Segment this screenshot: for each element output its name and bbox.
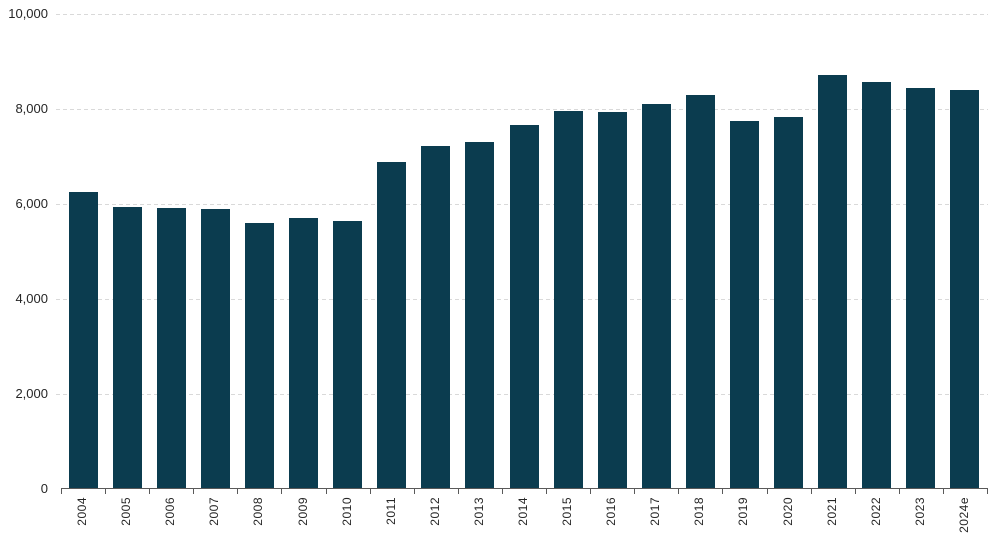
x-axis-tick-label: 2023 [912, 497, 927, 526]
bar-2017 [641, 104, 671, 489]
bar-2015 [553, 111, 583, 489]
gridline-10000 [56, 14, 988, 15]
x-axis-tick-mark [281, 489, 283, 494]
bar-2010 [333, 220, 363, 489]
x-axis-tick-mark [369, 489, 371, 494]
x-axis-tick-label: 2009 [295, 497, 310, 526]
y-axis-tick-label: 10,000 [8, 6, 48, 21]
y-axis-tick-label: 2,000 [15, 386, 48, 401]
x-axis-tick-label: 2024e [956, 497, 971, 533]
bar-2016 [597, 111, 627, 489]
bar-2011 [377, 162, 407, 489]
x-axis-tick-label: 2015 [560, 497, 575, 526]
x-axis-tick-mark [898, 489, 900, 494]
x-axis-tick-label: 2018 [692, 497, 707, 526]
x-axis-tick-label: 2021 [824, 497, 839, 526]
x-axis-tick-mark [987, 489, 988, 494]
x-axis-tick-mark [237, 489, 239, 494]
bar-2014 [509, 124, 539, 489]
x-axis-tick-label: 2016 [604, 497, 619, 526]
x-axis-tick-label: 2005 [119, 497, 134, 526]
x-axis-tick-mark [546, 489, 548, 494]
bar-2004 [68, 191, 98, 489]
x-axis-tick-mark [457, 489, 459, 494]
x-axis-tick-label: 2020 [780, 497, 795, 526]
bar-2020 [774, 117, 804, 489]
x-axis-tick-mark [590, 489, 592, 494]
x-axis-tick-label: 2014 [516, 497, 530, 526]
bar-2018 [685, 95, 715, 489]
x-axis-tick-mark [325, 489, 327, 494]
x-axis-tick-label: 2010 [339, 497, 354, 526]
x-axis-tick-mark [634, 489, 636, 494]
bar-2023 [906, 88, 936, 489]
bar-2021 [818, 75, 848, 489]
bar-2024e [950, 89, 980, 489]
x-axis-tick-label: 2006 [163, 497, 178, 526]
bar-2008 [244, 222, 274, 489]
bar-2009 [289, 218, 319, 489]
y-axis-tick-label: 4,000 [15, 291, 48, 306]
bar-2006 [156, 207, 186, 489]
plot-area [61, 14, 987, 489]
y-axis-tick-label: 8,000 [15, 101, 48, 116]
bar-2022 [862, 81, 892, 489]
x-axis-tick-mark [61, 489, 62, 494]
x-axis-tick-mark [193, 489, 195, 494]
x-axis-tick-label: 2007 [207, 497, 222, 526]
bar-2013 [465, 141, 495, 489]
x-axis-tick-mark [854, 489, 856, 494]
x-axis-tick-mark [766, 489, 768, 494]
y-axis-tick-label: 6,000 [15, 196, 48, 211]
x-axis-tick-label: 2017 [648, 497, 663, 526]
gridline-8000 [56, 109, 988, 110]
y-axis-tick-label: 0 [40, 481, 48, 496]
x-axis-line [61, 488, 988, 489]
bar-2005 [112, 206, 142, 489]
x-axis-tick-mark [501, 489, 503, 494]
x-axis-tick-mark [678, 489, 680, 494]
bar-2012 [421, 146, 451, 489]
x-axis-tick-label: 2008 [251, 497, 266, 526]
x-axis-tick-label: 2012 [427, 497, 442, 526]
x-axis-tick-label: 2004 [75, 497, 90, 526]
x-axis-tick-label: 2013 [471, 497, 486, 526]
x-axis-tick-mark [722, 489, 724, 494]
x-axis-tick-mark [105, 489, 107, 494]
x-axis-tick-label: 2022 [868, 497, 883, 526]
bar-2019 [729, 120, 759, 489]
x-axis-tick-label: 2011 [383, 497, 398, 525]
x-axis-tick-mark [149, 489, 151, 494]
x-axis-tick-label: 2019 [736, 497, 751, 526]
x-axis-tick-mark [942, 489, 944, 494]
bar-2007 [200, 209, 230, 489]
x-axis-tick-mark [810, 489, 812, 494]
x-axis-tick-mark [413, 489, 415, 494]
